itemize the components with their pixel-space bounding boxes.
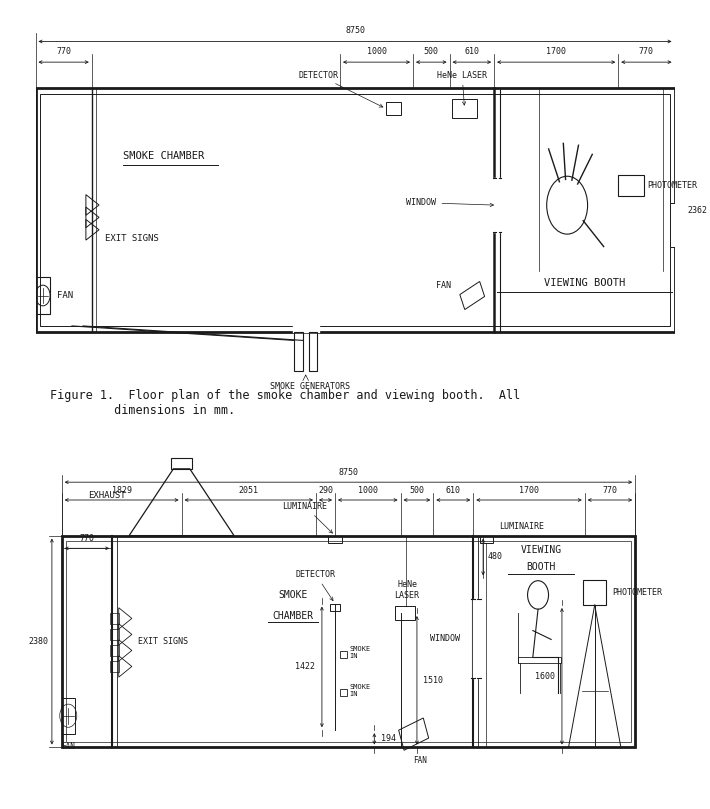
Bar (340, 650, 346, 658)
Bar (395, 606, 415, 621)
Text: EXIT SIGNS: EXIT SIGNS (138, 637, 188, 646)
Text: LUMINAIRE: LUMINAIRE (283, 502, 332, 533)
Text: 770: 770 (603, 485, 618, 494)
Text: 1600: 1600 (535, 671, 555, 680)
Bar (518, 657, 561, 663)
Text: FAN: FAN (436, 281, 451, 290)
Text: DETECTOR: DETECTOR (298, 70, 383, 107)
Text: DETECTOR: DETECTOR (295, 570, 336, 600)
Bar (294, 332, 302, 371)
Bar (329, 604, 340, 611)
Text: LUMINAIRE: LUMINAIRE (500, 522, 545, 532)
Bar (329, 536, 342, 543)
Bar (110, 613, 119, 624)
Bar (65, 541, 631, 742)
Text: Figure 1.  Floor plan of the smoke chamber and viewing booth.  All
         dime: Figure 1. Floor plan of the smoke chambe… (50, 389, 520, 417)
Text: WINDOW: WINDOW (407, 198, 493, 207)
Text: 8750: 8750 (339, 468, 359, 477)
Text: WINDOW: WINDOW (430, 634, 460, 643)
Bar (480, 536, 493, 543)
Text: SMOKE GENERATORS: SMOKE GENERATORS (270, 382, 350, 391)
Bar (340, 688, 346, 696)
Text: 480: 480 (488, 553, 503, 561)
Text: 500: 500 (424, 47, 439, 56)
Text: 2380: 2380 (28, 637, 48, 646)
Bar (583, 580, 606, 605)
Text: 1510: 1510 (423, 676, 444, 684)
Bar (62, 698, 75, 734)
Text: CHAMBER: CHAMBER (272, 611, 313, 621)
Bar (36, 88, 674, 332)
Text: 194: 194 (381, 735, 396, 743)
Text: VIEWING BOOTH: VIEWING BOOTH (544, 278, 625, 288)
Text: 2051: 2051 (239, 485, 258, 494)
Text: FAN: FAN (413, 756, 427, 765)
Text: BOOTH: BOOTH (526, 562, 556, 573)
Bar (40, 94, 670, 326)
Text: 8750: 8750 (345, 26, 365, 36)
Text: 610: 610 (464, 47, 479, 56)
Text: SMOKE
IN: SMOKE IN (349, 684, 371, 697)
Bar (452, 100, 477, 118)
Text: SMOKE CHAMBER: SMOKE CHAMBER (123, 151, 204, 161)
Text: 1422: 1422 (295, 663, 315, 671)
Bar (670, 203, 676, 247)
Text: FAN: FAN (58, 291, 74, 300)
Text: HeNe LASER: HeNe LASER (437, 70, 487, 105)
Text: VIEWING: VIEWING (520, 545, 562, 556)
Bar (386, 102, 400, 116)
Bar (309, 332, 317, 371)
Text: HeNe
LASER: HeNe LASER (395, 580, 420, 599)
Text: EXHAUST: EXHAUST (88, 491, 126, 500)
Text: 1000: 1000 (358, 485, 378, 494)
Text: 1829: 1829 (111, 485, 131, 494)
Bar (62, 536, 635, 748)
Text: SMOKE: SMOKE (278, 590, 307, 600)
Bar (618, 176, 644, 196)
Text: PHOTOMETER: PHOTOMETER (613, 588, 662, 597)
Text: 770: 770 (56, 47, 71, 56)
Text: 770: 770 (639, 47, 654, 56)
Text: 1000: 1000 (366, 47, 386, 56)
Bar (110, 645, 119, 656)
Text: 1700: 1700 (546, 47, 566, 56)
Text: 610: 610 (446, 485, 461, 494)
Bar (171, 458, 192, 469)
Bar (36, 277, 50, 314)
Text: FAN: FAN (61, 743, 75, 752)
Text: EXIT SIGNS: EXIT SIGNS (105, 234, 158, 243)
Text: 290: 290 (318, 485, 333, 494)
Text: 2362: 2362 (688, 205, 708, 214)
Text: 500: 500 (410, 485, 425, 494)
Text: PHOTOMETER: PHOTOMETER (648, 181, 697, 190)
Bar (110, 661, 119, 671)
Text: 1700: 1700 (519, 485, 539, 494)
Text: 770: 770 (80, 534, 94, 543)
Text: SMOKE
IN: SMOKE IN (349, 646, 371, 659)
Bar (110, 629, 119, 640)
